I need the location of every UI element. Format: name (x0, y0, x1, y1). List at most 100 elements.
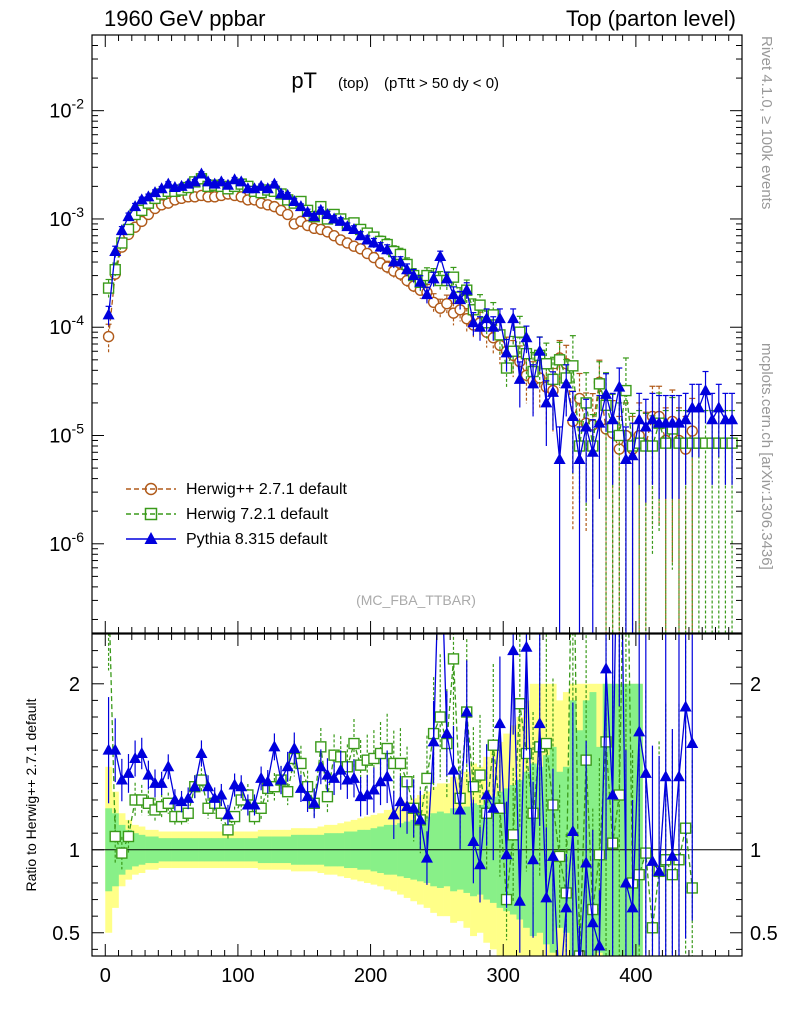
ratio-point-pythia (122, 766, 135, 778)
data-point-pythia (142, 190, 155, 202)
ratio-x-tick-label: 300 (487, 965, 520, 987)
data-point-pythia (301, 205, 314, 217)
ratio-point-pythia (487, 801, 500, 813)
ratio-point-pythia (606, 788, 619, 800)
data-point-pythia (374, 240, 387, 252)
data-point-pythia (407, 269, 420, 281)
ratio-point-pythia (672, 770, 685, 782)
ratio-point-pythia (328, 771, 341, 783)
ratio-y-axis-label: Ratio to Herwig++ 2.7.1 default (23, 698, 39, 891)
ratio-point-herwig72 (142, 797, 155, 809)
data-point-pythia (361, 233, 374, 245)
ratio-point-pythia (268, 740, 281, 752)
data-point-pythia (500, 346, 513, 358)
data-point-pythia (122, 210, 135, 222)
ratio-y-tick-label: 0.5 (52, 923, 80, 945)
data-point-pythia (573, 453, 586, 465)
data-point-pythia (155, 182, 168, 194)
data-point-herwig27 (102, 330, 115, 343)
data-point-pythia (314, 203, 327, 215)
ratio-point-pythia (493, 717, 506, 729)
ratio-point-herwig72 (394, 757, 407, 770)
data-point-herwig72 (553, 354, 566, 366)
ratio-point-pythia (546, 849, 559, 861)
legend-marker-herwig27 (144, 482, 158, 496)
ratio-point-pythia (619, 876, 632, 888)
ratio-point-pythia (480, 788, 493, 800)
data-point-pythia (493, 312, 506, 324)
ratio-point-herwig72 (109, 830, 121, 843)
ratio-point-pythia (686, 737, 699, 749)
ratio-point-pythia (202, 780, 215, 792)
data-point-pythia (328, 212, 341, 224)
ratio-point-pythia (646, 854, 659, 866)
data-point-pythia (586, 445, 599, 457)
ratio-point-pythia (666, 849, 679, 861)
data-point-pythia (447, 288, 460, 300)
data-point-pythia (188, 175, 201, 187)
data-point-pythia (546, 385, 559, 397)
data-point-pythia (520, 331, 533, 343)
data-point-herwig72 (567, 360, 579, 372)
ratio-plot-frame (91, 633, 743, 957)
data-point-pythia (135, 193, 148, 205)
ratio-point-pythia (639, 766, 652, 778)
ratio-point-pythia (600, 662, 613, 674)
ratio-point-pythia (182, 791, 195, 803)
data-point-pythia (672, 416, 685, 428)
data-point-herwig72 (102, 282, 115, 294)
data-point-pythia (102, 308, 115, 320)
data-point-pythia (580, 420, 593, 432)
ratio-point-pythia (314, 760, 327, 772)
data-point-pythia (726, 413, 739, 425)
data-point-pythia (381, 243, 394, 255)
analysis-watermark: (MC_FBA_TTBAR) (356, 592, 476, 608)
data-point-pythia (487, 320, 500, 332)
data-point-pythia (679, 413, 692, 425)
ratio-point-pythia (574, 964, 586, 975)
legend-label-pythia: Pythia 8.315 default (186, 531, 328, 548)
data-point-pythia (202, 175, 215, 187)
data-point-pythia (394, 255, 407, 267)
data-point-pythia (560, 377, 573, 389)
data-point-pythia (566, 409, 579, 421)
legend: Herwig++ 2.7.1 default Herwig 7.2.1 defa… (126, 481, 348, 548)
ratio-x-tick-label: 0 (100, 965, 111, 987)
data-point-pythia (613, 380, 626, 392)
ratio-point-pythia (401, 800, 414, 812)
data-point-pythia (440, 272, 453, 284)
data-point-pythia (255, 179, 268, 191)
ratio-point-pythia (195, 747, 208, 759)
ratio-point-pythia (275, 773, 288, 785)
ratio-point-pythia (208, 791, 221, 803)
data-point-pythia (162, 177, 175, 189)
header-right-label: Top (parton level) (566, 6, 736, 31)
chart-title-condition: (pTtt > 50 dy < 0) (384, 75, 499, 92)
main-y-tick-label: 10-3 (49, 204, 84, 231)
ratio-point-herwig72 (474, 769, 486, 781)
ratio-point-pythia (554, 989, 566, 1000)
ratio-point-pythia (228, 778, 241, 790)
ratio-y-tick-label-right: 2 (750, 674, 761, 696)
ratio-point-pythia (447, 763, 460, 775)
ratio-point-pythia (367, 783, 380, 795)
ratio-point-pythia (527, 853, 540, 865)
data-point-pythia (706, 413, 719, 425)
data-point-pythia (268, 177, 281, 189)
ratio-point-pythia (334, 763, 347, 775)
ratio-point-pythia (440, 727, 453, 739)
data-point-pythia (195, 167, 208, 179)
data-point-pythia (646, 413, 659, 425)
main-series-group (102, 167, 739, 633)
ratio-point-pythia (288, 742, 301, 754)
ratio-point-pythia (394, 795, 407, 807)
ratio-point-pythia (407, 801, 420, 813)
ratio-point-pythia (381, 770, 394, 782)
ratio-point-herwig72 (295, 757, 307, 770)
ratio-point-pythia (294, 781, 307, 793)
rivet-version-label: Rivet 4.1.0, ≥ 100k events (758, 36, 775, 209)
main-y-tick-label: 10-4 (49, 312, 84, 339)
data-point-pythia (420, 288, 433, 300)
ratio-y-tick-label-right: 0.5 (750, 923, 778, 945)
